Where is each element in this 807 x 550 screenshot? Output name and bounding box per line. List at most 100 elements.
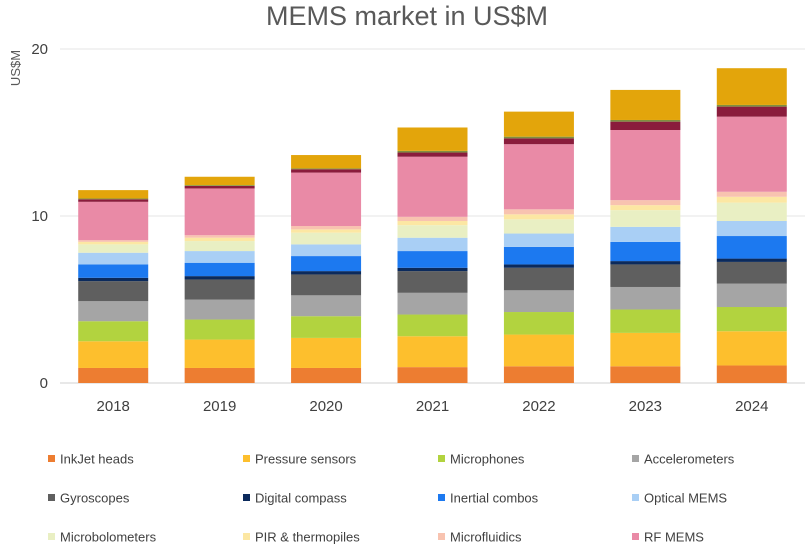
bar-segment-2021-inertial-combos	[397, 251, 468, 268]
bar-stack-2020	[291, 155, 362, 383]
legend-swatch	[438, 533, 445, 540]
y-tick-label: 0	[40, 375, 48, 392]
bar-segment-2021-optical-mems	[397, 237, 468, 252]
bar-stack-2019	[184, 176, 255, 383]
legend-swatch	[243, 533, 250, 540]
bar-segment-2023-optical-mems	[610, 226, 681, 242]
bar-segment-2021-pir-thermopiles	[397, 221, 468, 226]
bar-segment-2023-series-13	[610, 119, 681, 122]
bar-segment-2024-microphones	[716, 307, 787, 332]
legend-item: PIR & thermopiles	[243, 530, 360, 545]
legend-item: Pressure sensors	[243, 452, 357, 467]
x-tick-label: 2022	[522, 398, 555, 415]
bar-segment-2020-series-12	[291, 169, 362, 173]
bar-segment-2024-optical-mems	[716, 221, 787, 237]
bar-segment-2019-series-13	[184, 185, 255, 186]
bar-segment-2021-microfluidics	[397, 216, 468, 222]
bar-segment-2018-microphones	[78, 321, 149, 342]
bar-segment-2021-series-12	[397, 152, 468, 157]
legend-item: Microbolometers	[48, 530, 157, 545]
bar-segment-2024-accelerometers	[716, 283, 787, 308]
bar-stack-2023	[610, 89, 681, 383]
bar-segment-2024-pir-thermopiles	[716, 196, 787, 203]
bar-segment-2023-accelerometers	[610, 286, 681, 310]
bar-segment-2021-series-14	[397, 127, 468, 151]
bar-segment-2018-gyroscopes	[78, 281, 149, 302]
bar-stack-2018	[78, 190, 149, 383]
bar-segment-2024-microbolometers	[716, 202, 787, 222]
bar-segment-2020-microphones	[291, 316, 362, 338]
legend-label: RF MEMS	[644, 530, 704, 545]
bar-segment-2024-pressure-sensors	[716, 331, 787, 366]
legend-item: Optical MEMS	[632, 491, 727, 506]
bar-segment-2018-series-13	[78, 198, 149, 200]
bar-segment-2022-microbolometers	[503, 219, 574, 234]
bar-segment-2020-series-14	[291, 155, 362, 169]
y-tick-labels: 0 10 20	[31, 41, 48, 392]
x-tick-label: 2019	[203, 398, 236, 415]
bar-segment-2022-series-14	[503, 111, 574, 137]
bar-segment-2021-rf-mems	[397, 156, 468, 217]
bar-segment-2023-pressure-sensors	[610, 332, 681, 367]
legend-label: Optical MEMS	[644, 491, 727, 506]
legend-label: Gyroscopes	[60, 491, 130, 506]
bar-segment-2019-inkjet-heads	[184, 367, 255, 383]
bar-segment-2018-microfluidics	[78, 240, 149, 242]
bar-segment-2020-pressure-sensors	[291, 337, 362, 368]
legend-item: Digital compass	[243, 491, 347, 506]
bar-segment-2018-inkjet-heads	[78, 367, 149, 383]
bar-segment-2023-digital-compass	[610, 261, 681, 265]
bar-segment-2020-rf-mems	[291, 172, 362, 227]
legend-label: Accelerometers	[644, 452, 735, 467]
bar-segment-2022-gyroscopes	[503, 267, 574, 291]
legend-label: Microphones	[450, 452, 525, 467]
bar-segment-2023-series-14	[610, 89, 681, 120]
bar-segment-2018-optical-mems	[78, 252, 149, 265]
bar-segment-2018-pir-thermopiles	[78, 241, 149, 245]
bar-segment-2024-series-12	[716, 106, 787, 117]
bar-segment-2024-series-14	[716, 68, 787, 105]
bar-segment-2019-rf-mems	[184, 188, 255, 236]
bar-segment-2022-inertial-combos	[503, 246, 574, 265]
bar-segment-2018-microbolometers	[78, 244, 149, 253]
bar-stack-2022	[503, 111, 574, 383]
x-tick-label: 2024	[735, 398, 768, 415]
legend-swatch	[632, 533, 639, 540]
x-tick-label: 2021	[416, 398, 449, 415]
bar-segment-2023-microbolometers	[610, 210, 681, 227]
bar-stack-2024	[716, 68, 787, 383]
bar-segment-2024-inkjet-heads	[716, 365, 787, 383]
bar-segment-2022-pir-thermopiles	[503, 214, 574, 220]
bar-segment-2023-microphones	[610, 309, 681, 333]
bar-segment-2019-pressure-sensors	[184, 339, 255, 368]
bar-segment-2021-microphones	[397, 314, 468, 337]
legend-swatch	[48, 455, 55, 462]
legend-item: RF MEMS	[632, 530, 704, 545]
x-tick-labels: 2018 2019 2020 2021 2022 2023 2024	[97, 398, 769, 415]
bar-segment-2022-accelerometers	[503, 290, 574, 313]
bar-segment-2024-rf-mems	[716, 116, 787, 192]
bar-segment-2021-series-13	[397, 150, 468, 153]
legend-label: InkJet heads	[60, 452, 134, 467]
bar-segment-2019-microphones	[184, 319, 255, 340]
legend-swatch	[243, 455, 250, 462]
bar-segment-2024-microfluidics	[716, 191, 787, 197]
bar-segment-2018-rf-mems	[78, 201, 149, 241]
bar-segment-2024-gyroscopes	[716, 261, 787, 284]
legend-swatch	[48, 494, 55, 501]
bar-segment-2019-pir-thermopiles	[184, 237, 255, 242]
legend: InkJet heads Pressure sensors Microphones A…	[48, 452, 735, 545]
legend-label: Microbolometers	[60, 530, 157, 545]
bar-segment-2020-optical-mems	[291, 244, 362, 257]
bar-segment-2020-pir-thermopiles	[291, 229, 362, 233]
legend-swatch	[438, 494, 445, 501]
bar-segment-2021-microbolometers	[397, 225, 468, 238]
bar-segment-2022-series-13	[503, 136, 574, 139]
bar-segment-2021-pressure-sensors	[397, 336, 468, 368]
bar-segment-2022-microphones	[503, 312, 574, 335]
legend-item: Accelerometers	[632, 452, 735, 467]
bar-segment-2020-inertial-combos	[291, 256, 362, 272]
bar-segment-2018-series-12	[78, 199, 149, 202]
bar-segment-2020-series-13	[291, 168, 362, 170]
bar-segment-2023-rf-mems	[610, 129, 681, 201]
